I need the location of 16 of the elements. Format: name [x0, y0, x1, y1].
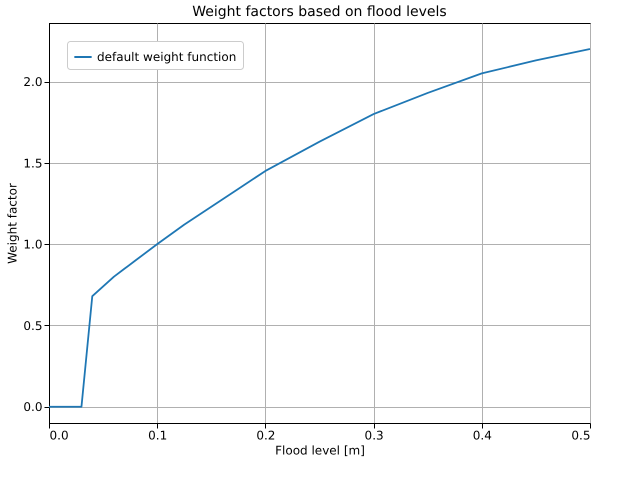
- x-tick-label: 0.1: [148, 428, 168, 442]
- x-tick-label: 0.4: [472, 428, 492, 442]
- y-tick-label: 2.0: [23, 75, 42, 90]
- x-axis-title: Flood level [m]: [275, 444, 365, 458]
- y-tick-label: 1.0: [23, 238, 42, 252]
- y-tick-label: 0.5: [23, 318, 42, 333]
- y-tick-label: 0.0: [23, 400, 42, 414]
- x-tick-label: 0.5: [571, 428, 590, 442]
- x-tick-label: 0.3: [364, 428, 384, 442]
- line-series: [48, 48, 591, 408]
- legend-label: default weight function: [97, 50, 236, 64]
- x-tick-label: 0.2: [256, 428, 276, 442]
- y-tick-label: 1.5: [23, 156, 42, 170]
- x-tick-label: 0.0: [50, 428, 69, 442]
- chart-title: Weight factors based on flood levels: [192, 4, 447, 20]
- y-axis-title: Weight factor: [5, 183, 20, 264]
